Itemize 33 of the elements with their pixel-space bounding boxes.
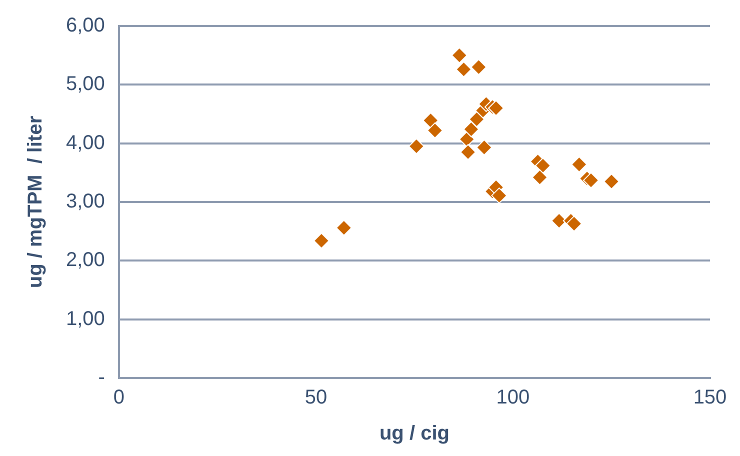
y-tick-label: 1,00: [66, 308, 105, 330]
point: [456, 61, 472, 78]
point: [463, 121, 480, 138]
point: [336, 220, 352, 236]
point: [566, 216, 582, 232]
x-tick-label: 100: [496, 386, 530, 409]
y-tick-label: 3,00: [66, 190, 105, 213]
point: [460, 144, 476, 160]
point: [470, 59, 487, 76]
point: [603, 173, 620, 190]
point: [491, 188, 508, 204]
point: [476, 139, 492, 156]
x-tick-label: 50: [304, 386, 328, 409]
y-tick-label: 4,00: [66, 132, 105, 154]
y-axis-title: ug / mgTPM / liter: [24, 116, 47, 288]
x-tick-label: 150: [693, 386, 727, 409]
y-tick-label: 6,00: [66, 14, 105, 37]
x-tick-label: 0: [113, 386, 124, 409]
y-tick-label: 5,00: [66, 73, 105, 96]
y-tick-label: 2,00: [66, 249, 105, 272]
point: [313, 232, 330, 249]
y-tick-label: -: [98, 366, 105, 389]
point: [451, 47, 468, 64]
point: [408, 138, 424, 154]
point: [534, 158, 551, 174]
point: [488, 100, 504, 116]
point: [571, 156, 588, 172]
point: [422, 112, 439, 128]
point: [532, 169, 548, 186]
point: [582, 172, 599, 188]
x-axis-title: ug / cig: [379, 422, 450, 445]
point: [468, 111, 485, 128]
point: [426, 122, 443, 138]
